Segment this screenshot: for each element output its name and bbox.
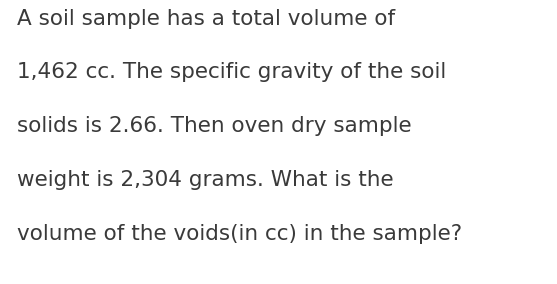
- Text: 1,462 cc. The specific gravity of the soil: 1,462 cc. The specific gravity of the so…: [17, 62, 446, 82]
- Text: weight is 2,304 grams. What is the: weight is 2,304 grams. What is the: [17, 170, 393, 190]
- Text: volume of the voids(in cc) in the sample?: volume of the voids(in cc) in the sample…: [17, 224, 462, 244]
- Text: solids is 2.66. Then oven dry sample: solids is 2.66. Then oven dry sample: [17, 116, 411, 136]
- Text: A soil sample has a total volume of: A soil sample has a total volume of: [17, 9, 395, 28]
